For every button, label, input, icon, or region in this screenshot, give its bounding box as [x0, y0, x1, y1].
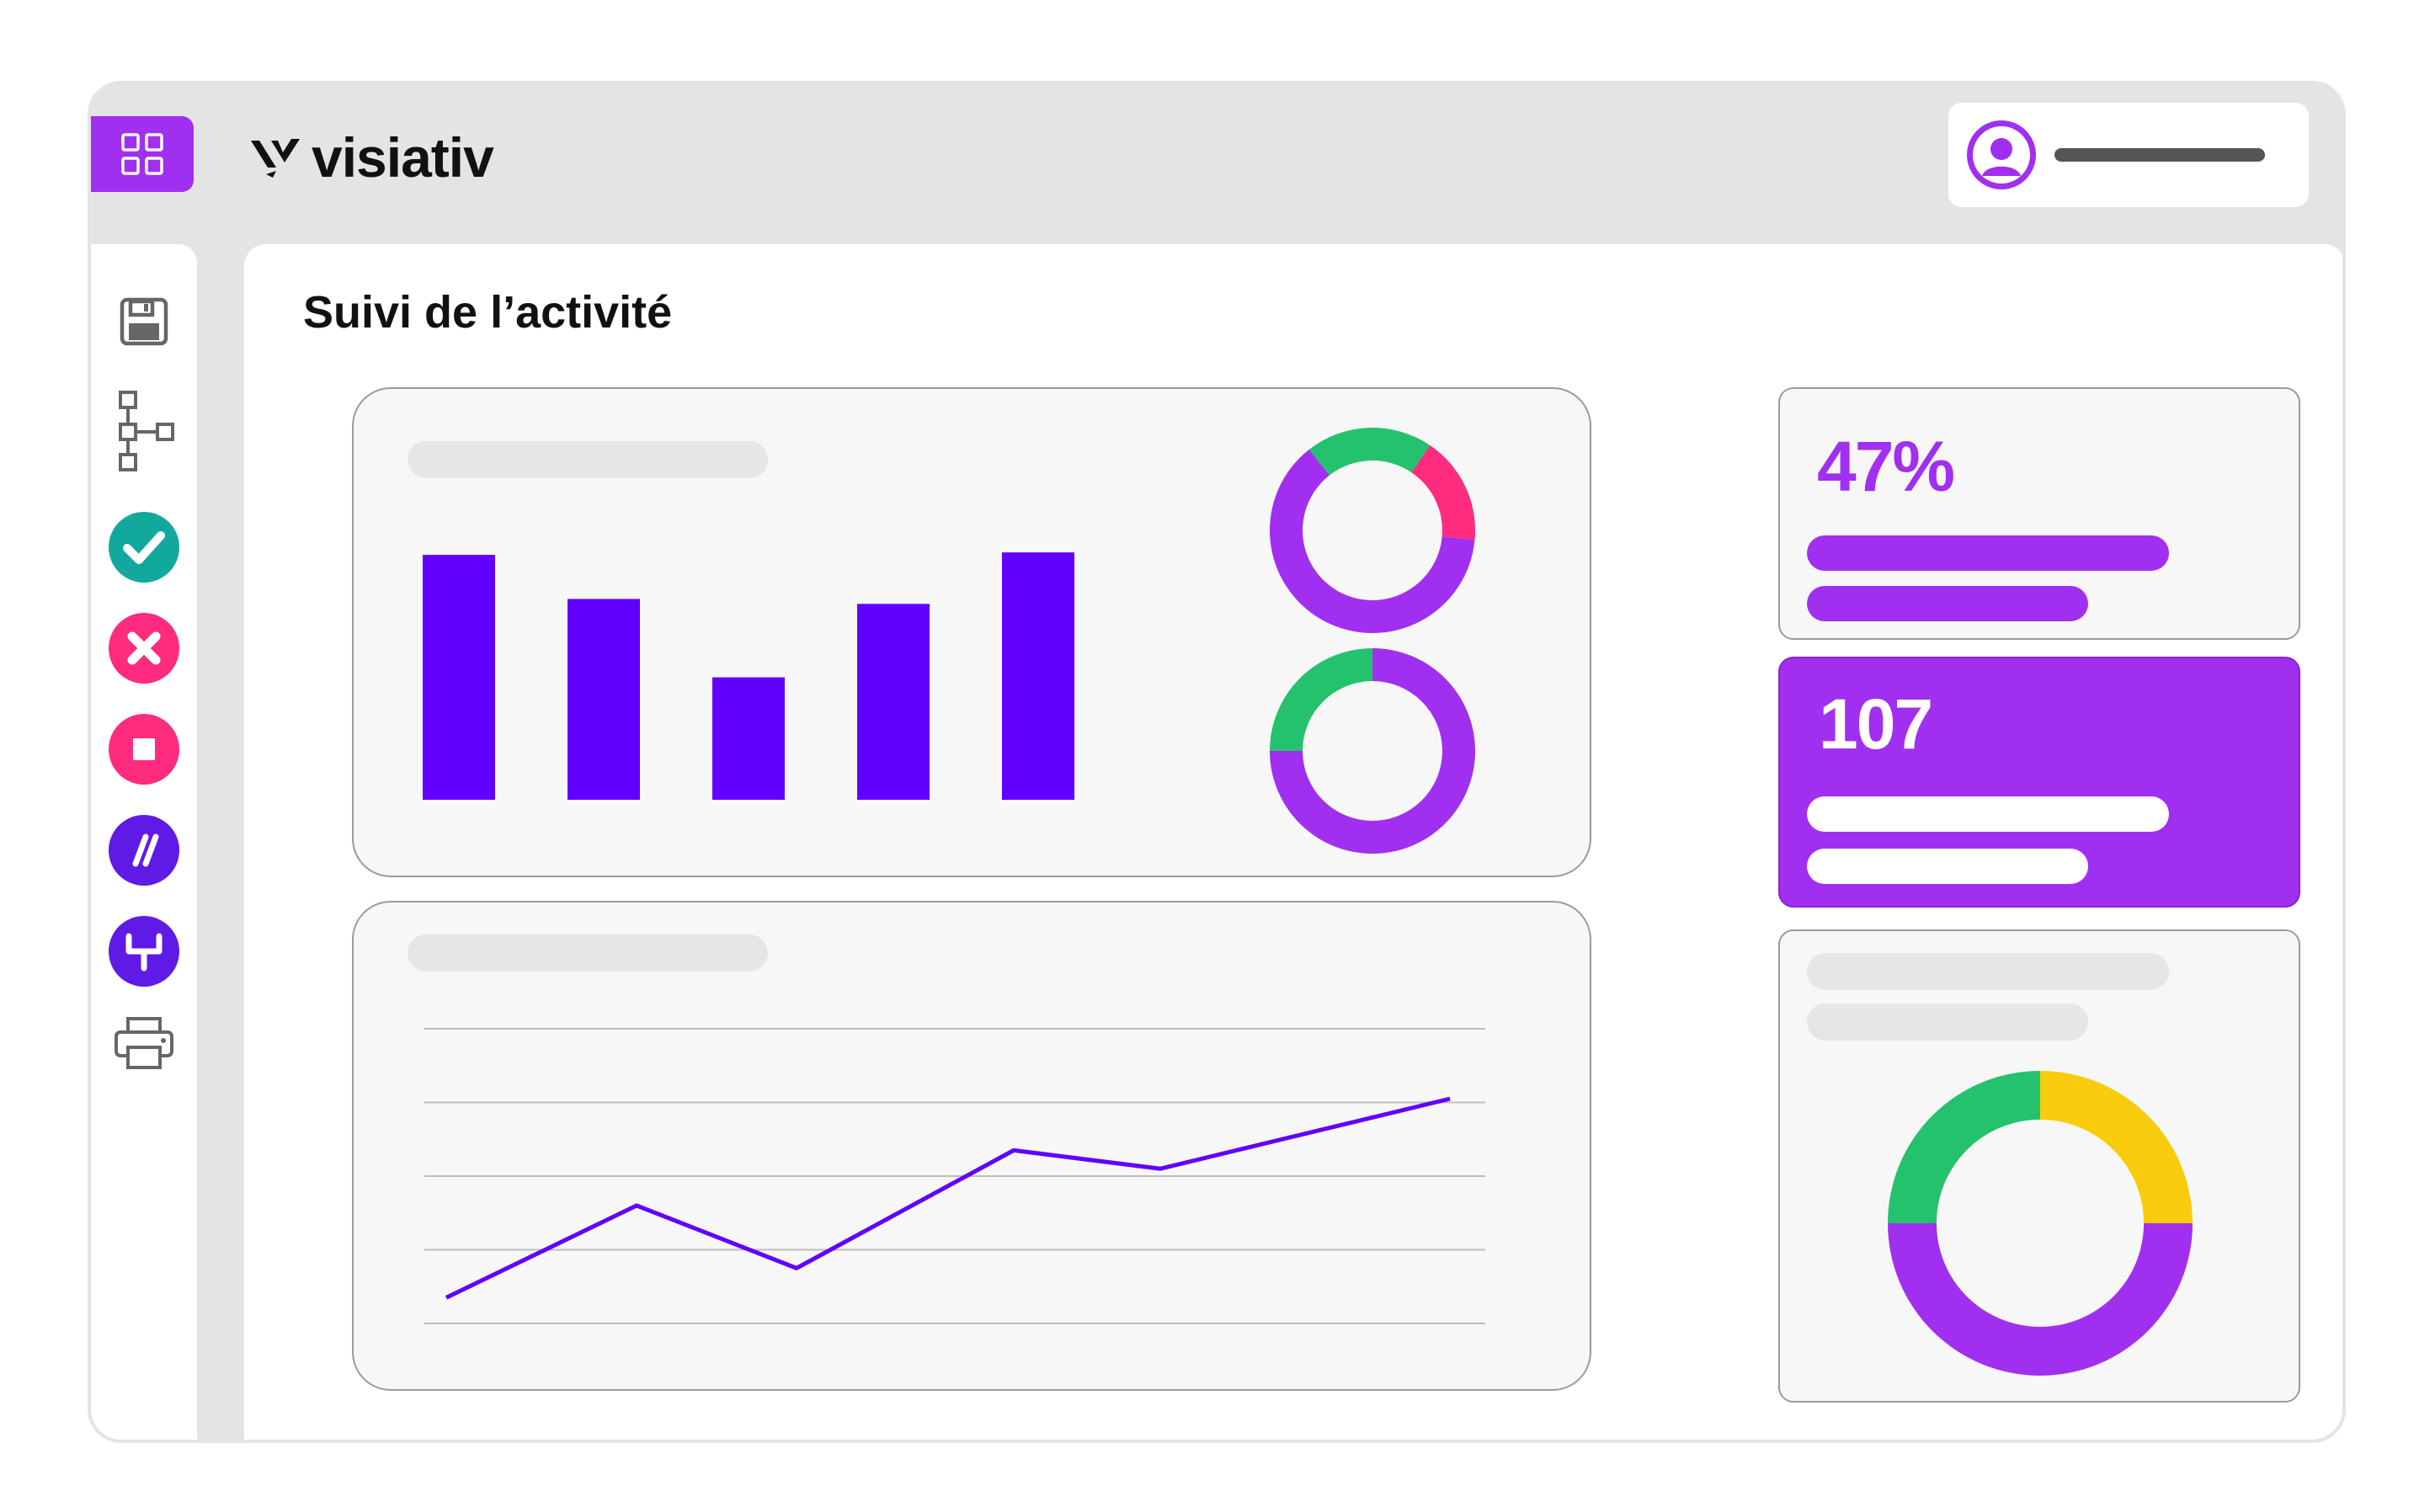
bar-chart-panel — [352, 387, 1591, 877]
app-window: visiativ — [88, 81, 2346, 1443]
grid-icon — [121, 133, 163, 175]
sidebar-item-print[interactable] — [91, 1015, 197, 1071]
donut-slice-2 — [1270, 648, 1372, 751]
donut-card[interactable] — [1778, 929, 2300, 1403]
donut-slice-3 — [1888, 1071, 2040, 1223]
visiativ-mark-icon — [251, 139, 300, 178]
user-avatar-icon — [1967, 120, 2036, 189]
bar-1 — [423, 555, 495, 800]
kpi-line-placeholder — [1807, 796, 2169, 832]
donut-slice-2 — [1411, 445, 1475, 540]
kpi-line-placeholder — [1807, 849, 2088, 884]
sidebar-item-structure[interactable] — [91, 914, 197, 988]
panel-title-placeholder — [408, 934, 768, 972]
donut-slice-3 — [1270, 449, 1475, 633]
x-circle-icon — [109, 613, 179, 684]
sidebar-item-approve[interactable] — [91, 510, 197, 584]
kpi-count-value: 107 — [1819, 684, 1933, 764]
slash-circle-icon — [109, 815, 179, 886]
user-name-placeholder — [2054, 148, 2265, 162]
brand-logo[interactable]: visiativ — [248, 126, 494, 189]
kpi-line-placeholder — [1807, 535, 2169, 571]
donut-chart-large — [1888, 1071, 2193, 1376]
donut-slice-1 — [1270, 648, 1475, 854]
user-profile-button[interactable] — [1948, 103, 2309, 207]
bar-3 — [712, 677, 785, 800]
donut-slice-1 — [1308, 428, 1431, 476]
kpi-card-percent[interactable]: 47% — [1778, 387, 2300, 640]
kpi-line-placeholder — [1807, 586, 2088, 621]
main-content: Suivi de l’activité 47% 107 — [244, 244, 2342, 1440]
sidebar-item-hierarchy[interactable] — [91, 389, 197, 473]
brand-name: visiativ — [312, 126, 494, 189]
panel-title-placeholder — [408, 441, 768, 478]
app-menu-button[interactable] — [91, 116, 194, 192]
page-title: Suivi de l’activité — [303, 287, 673, 338]
kpi-card-count[interactable]: 107 — [1778, 657, 2300, 908]
line-series — [445, 1096, 1451, 1300]
bar-5 — [1002, 552, 1074, 800]
bar-4 — [857, 604, 930, 800]
sidebar-item-reject[interactable] — [91, 611, 197, 685]
save-icon — [120, 297, 168, 346]
sidebar-item-stop[interactable] — [91, 712, 197, 786]
hierarchy-icon — [119, 391, 174, 471]
stop-circle-icon — [109, 714, 179, 785]
donut-chart-bottom — [1270, 648, 1475, 854]
bar-chart — [423, 552, 1074, 800]
line-chart-panel — [352, 901, 1591, 1391]
printer-icon — [115, 1017, 173, 1069]
line-chart — [424, 1028, 1485, 1324]
bar-2 — [568, 599, 640, 800]
sidebar-item-edit[interactable] — [91, 813, 197, 887]
tree-circle-icon — [109, 916, 179, 987]
donut-chart-top — [1270, 428, 1475, 633]
card-subtitle-placeholder — [1807, 1004, 2088, 1041]
donut-slice-2 — [1888, 1223, 2193, 1376]
sidebar-item-save[interactable] — [91, 296, 197, 347]
sidebar — [91, 244, 197, 1440]
donut-slice-1 — [2040, 1071, 2193, 1223]
card-title-placeholder — [1807, 953, 2169, 990]
check-circle-icon — [109, 512, 179, 583]
kpi-percent-value: 47% — [1817, 427, 1955, 506]
